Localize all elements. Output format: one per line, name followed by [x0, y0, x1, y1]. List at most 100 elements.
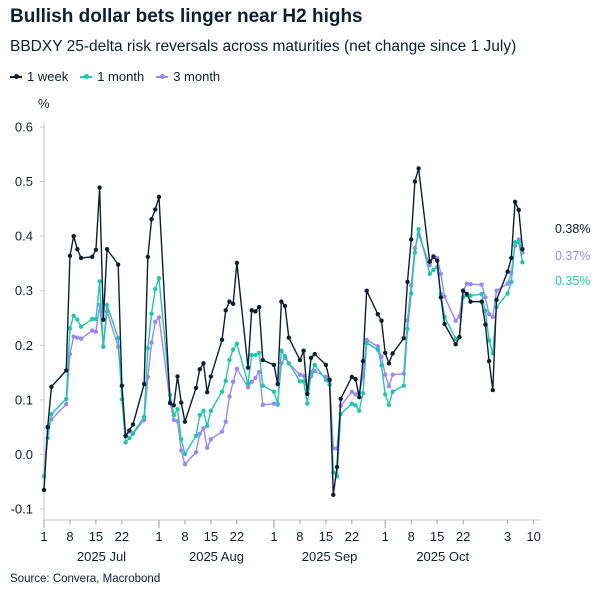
data-point-1-week — [127, 428, 132, 433]
data-point-1-week — [479, 299, 484, 304]
data-point-1-week — [223, 308, 228, 313]
data-point-1-month — [260, 383, 266, 388]
data-point-1-week — [327, 377, 332, 382]
data-point-3-month — [90, 328, 95, 333]
data-point-3-month — [383, 372, 388, 377]
data-point-1-week — [271, 362, 277, 368]
data-point-3-month — [219, 429, 225, 434]
series-line-1-month — [43, 228, 524, 477]
data-point-1-week — [104, 247, 110, 252]
chart-title: Bullish dollar bets linger near H2 highs — [10, 6, 363, 27]
data-point-1-month — [249, 352, 254, 358]
data-point-1-month — [479, 291, 484, 297]
data-point-1-week — [78, 255, 84, 261]
data-point-1-week — [119, 383, 125, 388]
data-point-1-week — [490, 387, 495, 393]
data-point-1-week — [520, 247, 525, 252]
x-tick-label: 10 — [526, 529, 540, 544]
data-point-1-week — [93, 247, 99, 252]
data-point-1-month — [412, 250, 418, 255]
data-point-1-week — [364, 288, 369, 293]
data-point-1-month — [505, 291, 510, 296]
data-point-1-week — [442, 321, 447, 327]
data-point-1-week — [123, 433, 128, 439]
data-point-3-month — [64, 402, 69, 407]
data-point-1-month — [509, 279, 514, 285]
data-point-1-week — [405, 279, 410, 285]
data-point-1-month — [408, 291, 414, 296]
legend-item-3-month: 3 month — [156, 69, 220, 84]
data-point-1-week — [416, 166, 421, 171]
y-axis-unit: % — [38, 96, 50, 111]
data-point-1-week — [301, 348, 306, 353]
data-point-1-month — [271, 389, 277, 394]
data-point-1-week — [305, 391, 310, 397]
data-point-3-month — [353, 392, 358, 397]
y-tick-label: 0.2 — [15, 338, 33, 353]
data-point-1-week — [412, 179, 418, 184]
data-point-3-month — [312, 368, 317, 374]
legend-item-1-week: 1 week — [10, 69, 68, 84]
data-point-1-month — [297, 379, 303, 384]
data-point-1-week — [219, 337, 225, 343]
data-point-3-month — [479, 282, 484, 287]
data-point-1-week — [379, 318, 384, 323]
data-point-1-week — [130, 422, 136, 427]
legend-label: 3 month — [173, 69, 221, 84]
data-point-1-month — [75, 317, 80, 322]
data-point-1-month — [245, 381, 251, 386]
data-point-1-week — [338, 396, 343, 401]
data-point-1-month — [104, 302, 110, 308]
data-point-3-month — [453, 318, 458, 323]
data-point-3-month — [253, 375, 258, 381]
data-point-3-month — [505, 281, 510, 286]
data-point-1-week — [49, 384, 54, 389]
data-point-1-week — [312, 351, 317, 357]
legend-label: 1 week — [27, 69, 69, 84]
y-tick-label: 0.0 — [15, 447, 33, 462]
data-point-1-week — [175, 374, 180, 379]
data-point-3-month — [201, 426, 206, 431]
x-month-label: 2025 Oct — [416, 549, 469, 564]
data-point-3-month — [171, 417, 177, 423]
x-tick-label: 22 — [345, 529, 359, 544]
data-point-1-month — [512, 239, 518, 245]
data-point-1-week — [156, 194, 162, 200]
x-tick-label: 15 — [430, 529, 444, 544]
y-tick-label: 0.1 — [15, 392, 33, 407]
data-point-1-week — [101, 317, 106, 322]
data-point-1-month — [375, 347, 381, 352]
data-point-1-month — [349, 401, 355, 406]
data-point-1-month — [282, 354, 288, 359]
data-point-3-month — [438, 271, 444, 276]
data-point-1-month — [219, 389, 225, 394]
data-point-1-week — [386, 361, 392, 366]
data-point-1-month — [156, 275, 162, 281]
data-point-3-month — [364, 337, 369, 343]
data-point-1-week — [494, 297, 499, 303]
x-tick-label: 8 — [296, 529, 303, 544]
data-point-1-month — [360, 391, 366, 396]
data-point-1-week — [275, 381, 280, 387]
data-point-1-week — [45, 424, 50, 430]
data-point-1-month — [468, 293, 473, 298]
data-point-1-week — [182, 419, 188, 424]
data-point-1-week — [390, 351, 395, 356]
y-tick-label: 0.4 — [15, 229, 33, 244]
data-point-1-week — [360, 358, 366, 364]
data-point-1-month — [279, 348, 284, 353]
x-tick-label: 8 — [66, 529, 73, 544]
x-month-label: 2025 Aug — [189, 549, 244, 564]
data-point-1-week — [357, 394, 362, 400]
data-point-1-month — [179, 436, 184, 442]
data-point-3-month — [483, 295, 488, 300]
x-tick-label: 8 — [181, 529, 188, 544]
data-point-1-week — [375, 311, 381, 317]
data-point-1-week — [260, 357, 266, 363]
data-point-1-week — [282, 303, 288, 309]
data-point-1-week — [401, 335, 406, 341]
data-point-3-month — [153, 319, 158, 325]
data-point-3-month — [349, 389, 355, 394]
data-point-1-month — [208, 408, 214, 413]
